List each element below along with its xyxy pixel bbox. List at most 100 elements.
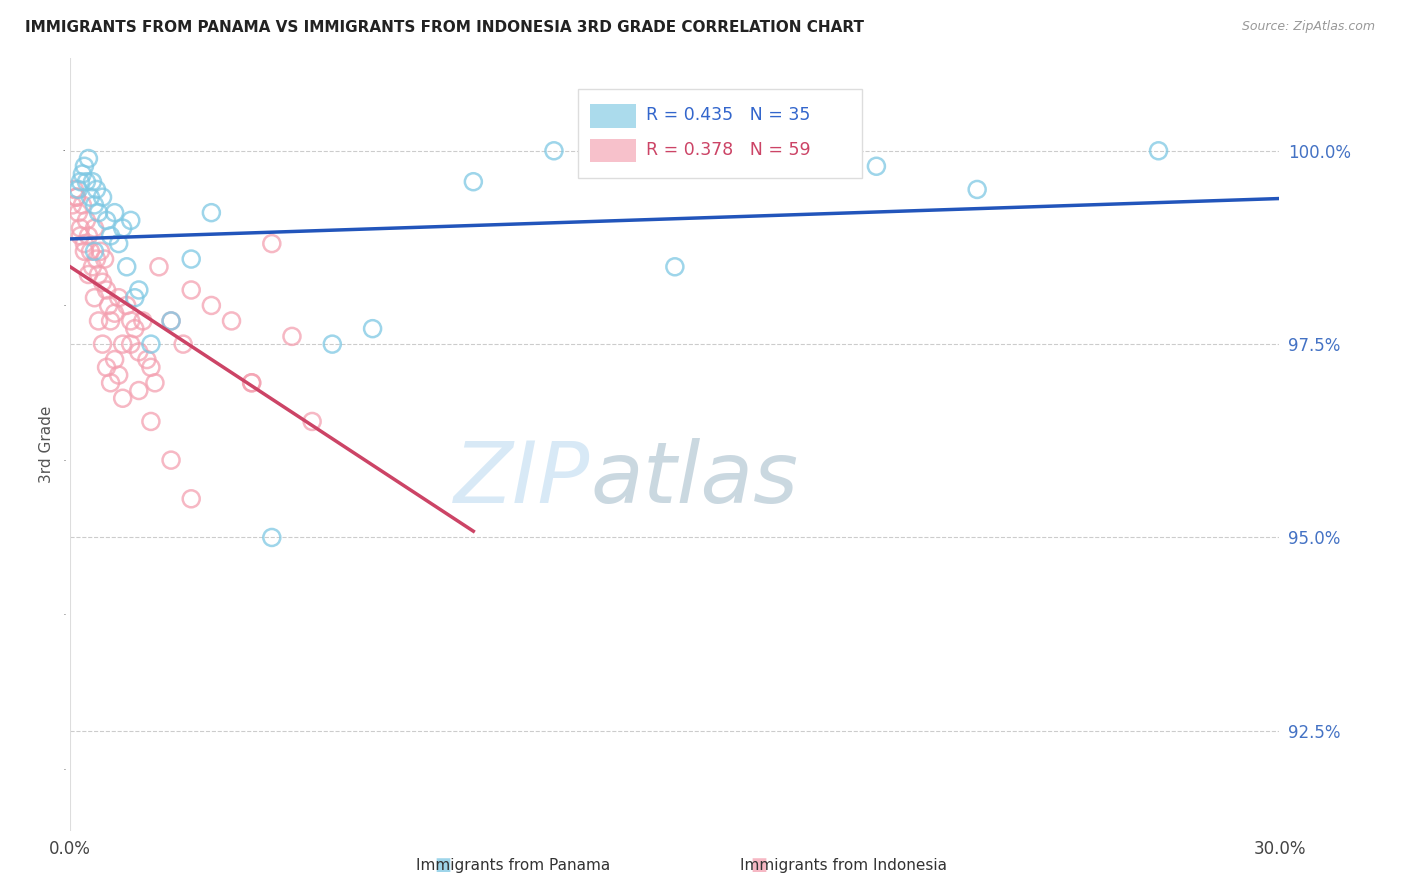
Point <box>172 337 194 351</box>
Point <box>160 453 183 467</box>
Point <box>463 175 485 189</box>
Point <box>281 329 304 343</box>
Point <box>128 344 150 359</box>
Point <box>139 360 162 375</box>
Point <box>72 167 94 181</box>
Point <box>111 221 134 235</box>
Point <box>128 384 150 398</box>
Point <box>139 414 162 428</box>
Point <box>107 291 129 305</box>
Point <box>60 198 83 212</box>
Point <box>240 376 263 390</box>
Text: ZIP: ZIP <box>454 438 591 521</box>
Point <box>73 236 96 251</box>
Point <box>93 252 115 266</box>
Point <box>100 376 122 390</box>
Point <box>143 376 166 390</box>
Point <box>160 314 183 328</box>
Point <box>200 205 222 219</box>
Point <box>65 190 87 204</box>
Point <box>86 182 108 196</box>
Point <box>75 213 97 227</box>
Point <box>72 198 94 212</box>
Point <box>221 314 243 328</box>
Point <box>1147 144 1170 158</box>
Text: Immigrants from Indonesia: Immigrants from Indonesia <box>740 858 948 872</box>
Point <box>180 491 202 506</box>
Point <box>69 175 91 189</box>
Text: R = 0.378   N = 59: R = 0.378 N = 59 <box>645 141 810 159</box>
Point <box>82 260 104 274</box>
Point <box>83 221 105 235</box>
Point <box>104 352 127 367</box>
Point <box>124 321 146 335</box>
FancyBboxPatch shape <box>591 104 636 128</box>
Text: Immigrants from Panama: Immigrants from Panama <box>416 858 610 872</box>
Point <box>139 337 162 351</box>
Point <box>120 314 142 328</box>
Point <box>96 283 118 297</box>
Point <box>83 244 105 259</box>
Point <box>87 205 110 219</box>
Point <box>132 314 155 328</box>
Point <box>180 252 202 266</box>
Point <box>77 228 100 243</box>
Point <box>180 283 202 297</box>
Text: atlas: atlas <box>591 438 799 521</box>
FancyBboxPatch shape <box>591 139 636 162</box>
Point <box>100 314 122 328</box>
Point <box>111 337 134 351</box>
Point <box>966 182 988 196</box>
Text: Source: ZipAtlas.com: Source: ZipAtlas.com <box>1241 20 1375 33</box>
Point <box>91 190 114 204</box>
Point <box>200 298 222 312</box>
Point <box>160 314 183 328</box>
Point <box>260 531 283 545</box>
Point <box>82 175 104 189</box>
Point <box>91 337 114 351</box>
Point <box>107 368 129 382</box>
Point <box>86 252 108 266</box>
Point <box>67 182 90 196</box>
Point <box>69 228 91 243</box>
Point <box>73 159 96 173</box>
Point <box>75 175 97 189</box>
Point <box>120 213 142 227</box>
Y-axis label: 3rd Grade: 3rd Grade <box>39 406 55 483</box>
Point <box>115 298 138 312</box>
Point <box>120 337 142 351</box>
Point <box>124 291 146 305</box>
Point <box>260 236 283 251</box>
Point <box>79 190 101 204</box>
Point <box>321 337 343 351</box>
Point <box>83 198 105 212</box>
Point <box>100 228 122 243</box>
Point <box>91 275 114 289</box>
Text: R = 0.435   N = 35: R = 0.435 N = 35 <box>645 106 810 124</box>
Point <box>96 360 118 375</box>
Point <box>664 260 686 274</box>
Point <box>104 205 127 219</box>
Point <box>77 152 100 166</box>
Point <box>90 244 111 259</box>
Point <box>77 268 100 282</box>
Point <box>111 391 134 405</box>
Point <box>115 260 138 274</box>
Point <box>107 236 129 251</box>
Point <box>87 268 110 282</box>
Point <box>301 414 323 428</box>
Point <box>63 182 86 196</box>
Text: ■: ■ <box>751 856 768 874</box>
Point <box>543 144 565 158</box>
Point <box>79 244 101 259</box>
Point <box>67 205 90 219</box>
Point <box>96 213 118 227</box>
Point <box>69 221 91 235</box>
Point <box>865 159 887 173</box>
Point <box>148 260 170 274</box>
Point <box>73 244 96 259</box>
Point <box>65 190 87 204</box>
Point <box>128 283 150 297</box>
Point <box>104 306 127 320</box>
Point <box>97 298 120 312</box>
